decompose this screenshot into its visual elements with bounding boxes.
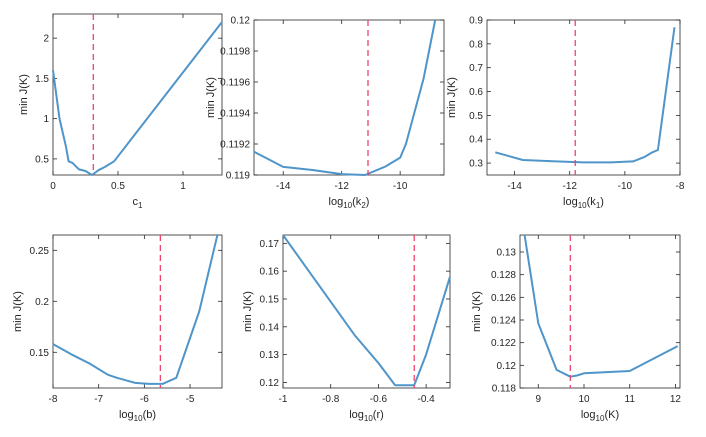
y-axis-label: min J(K) bbox=[12, 291, 24, 332]
x-tick-label: -14 bbox=[276, 181, 291, 192]
y-tick-label: 0.17 bbox=[260, 239, 280, 250]
axes-box bbox=[282, 234, 451, 389]
chart-panel-1: 0 0.5 1 0.5 1 1.5 2 c1 min J(K) bbox=[18, 13, 223, 210]
axes-box bbox=[253, 19, 445, 176]
y-tick-label: 0.9 bbox=[469, 16, 483, 27]
x-tick-label: -5 bbox=[186, 394, 195, 405]
x-axis-label: log10(r) bbox=[349, 409, 384, 423]
y-tick-label: 0.128 bbox=[491, 270, 516, 281]
y-tick-label: 0.13 bbox=[497, 248, 517, 259]
y-tick-label: 0.8 bbox=[469, 39, 483, 50]
y-axis-label: min J(K) bbox=[446, 77, 458, 118]
x-tick-label: -12 bbox=[562, 181, 577, 192]
axes-box bbox=[52, 13, 223, 176]
y-tick-label: 0.15 bbox=[30, 348, 50, 359]
y-tick-label: 0.4 bbox=[469, 135, 483, 146]
x-tick-label: -0.4 bbox=[418, 394, 436, 405]
y-tick-label: 0.3 bbox=[469, 159, 483, 170]
y-tick-label: 1.5 bbox=[35, 74, 49, 85]
y-tick-label: 0.12 bbox=[260, 378, 280, 389]
y-tick-label: 0.5 bbox=[469, 111, 483, 122]
x-tick-label: -8 bbox=[676, 181, 685, 192]
x-tick-label: -0.6 bbox=[370, 394, 388, 405]
chart-panel-4: -8 -7 -6 -5 0.15 0.2 0.25 log10(b) min J(K) bbox=[12, 234, 223, 423]
y-tick-label: 0.1196 bbox=[220, 78, 250, 89]
y-tick-label: 0.1192 bbox=[220, 140, 250, 151]
x-tick-label: 10 bbox=[578, 394, 590, 405]
x-tick-label: 9 bbox=[536, 394, 542, 405]
data-series-line bbox=[253, 19, 437, 176]
x-axis-label: log10(K) bbox=[581, 409, 619, 423]
x-tick-label: 0 bbox=[50, 181, 56, 192]
data-series-line bbox=[52, 21, 223, 176]
y-axis-label: min J(K) bbox=[471, 291, 483, 332]
data-series-line bbox=[52, 234, 219, 385]
y-tick-label: 2 bbox=[43, 34, 49, 45]
chart-panel-5: -1 -0.8 -0.6 -0.4 0.12 0.13 0.14 0.15 0.16 0.17 lo… bbox=[242, 234, 451, 423]
y-tick-label: 0.5 bbox=[35, 154, 49, 165]
y-tick-label: 0.14 bbox=[260, 322, 280, 333]
x-axis-label: log10(b) bbox=[119, 409, 156, 423]
x-tick-label: -6 bbox=[140, 394, 149, 405]
x-tick-label: -0.8 bbox=[322, 394, 340, 405]
x-tick-label: 12 bbox=[670, 394, 682, 405]
chart-panel-2: -14 -12 -10 0.119 0.1192 0.1194 0.1196 0.1198 0.… bbox=[205, 16, 445, 210]
y-tick-label: 0.126 bbox=[491, 293, 516, 304]
y-tick-label: 0.119 bbox=[226, 171, 251, 182]
data-series-line bbox=[523, 234, 679, 378]
x-tick-label: -10 bbox=[618, 181, 633, 192]
axes-box bbox=[486, 19, 681, 176]
chart-panel-6: 9 10 11 12 0.118 0.12 0.122 0.124 0.126 0.128 0.13… bbox=[471, 234, 682, 423]
y-axis-label: min J(K) bbox=[18, 74, 30, 115]
y-tick-label: 0.12 bbox=[497, 361, 517, 372]
y-tick-label: 1 bbox=[43, 114, 49, 125]
x-tick-label: 11 bbox=[625, 394, 636, 405]
y-tick-label: 0.6 bbox=[469, 87, 483, 98]
chart-panel-3: -14 -12 -10 -8 0.3 0.4 0.5 0.6 0.7 0.8 0.9 log10(k1… bbox=[446, 16, 685, 211]
x-axis-label: c1 bbox=[133, 196, 144, 210]
x-tick-label: -1 bbox=[279, 394, 288, 405]
y-axis-label: min J(K) bbox=[242, 291, 254, 332]
y-tick-label: 0.7 bbox=[469, 63, 483, 74]
y-tick-label: 0.2 bbox=[35, 297, 49, 308]
x-tick-label: -8 bbox=[49, 394, 58, 405]
x-tick-label: 0.5 bbox=[111, 181, 125, 192]
y-tick-label: 0.122 bbox=[491, 338, 516, 349]
data-series-line bbox=[495, 27, 676, 164]
y-axis-label: min J(K) bbox=[205, 77, 217, 118]
x-axis-label: log10(k2) bbox=[329, 196, 370, 210]
y-tick-label: 0.1198 bbox=[220, 47, 250, 58]
x-tick-label: -7 bbox=[94, 394, 103, 405]
y-tick-label: 0.13 bbox=[260, 350, 280, 361]
y-tick-label: 0.118 bbox=[492, 384, 517, 395]
y-tick-label: 0.15 bbox=[260, 294, 280, 305]
x-tick-label: -12 bbox=[334, 181, 349, 192]
y-tick-label: 0.25 bbox=[30, 246, 50, 257]
y-tick-label: 0.1194 bbox=[220, 109, 250, 120]
axes-box bbox=[519, 234, 681, 389]
y-tick-label: 0.12 bbox=[231, 16, 251, 27]
y-tick-label: 0.124 bbox=[491, 316, 516, 327]
x-tick-label: 1 bbox=[180, 181, 186, 192]
x-tick-label: -14 bbox=[507, 181, 522, 192]
axes-box bbox=[52, 234, 223, 389]
x-axis-label: log10(k1) bbox=[563, 196, 604, 210]
y-tick-label: 0.16 bbox=[260, 267, 280, 278]
data-series-line bbox=[282, 234, 451, 387]
x-tick-label: -10 bbox=[393, 181, 408, 192]
